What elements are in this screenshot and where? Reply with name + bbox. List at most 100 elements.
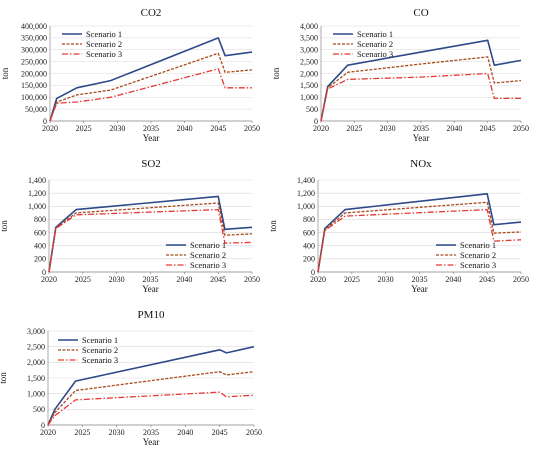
x-tick-label: 2040 — [177, 428, 193, 437]
x-tick-label: 2045 — [210, 275, 226, 284]
y-tick-label: 200 — [34, 255, 46, 264]
y-tick-label: 0 — [311, 268, 315, 277]
x-tick-label: 2045 — [480, 124, 496, 133]
x-tick-label: 2020 — [310, 275, 326, 284]
chart-title: CO — [413, 7, 428, 19]
legend-label: Scenario 2 — [190, 250, 226, 260]
y-tick-label: 1,500 — [27, 374, 45, 383]
x-tick-label: 2040 — [445, 275, 461, 284]
x-tick-label: 2050 — [244, 124, 260, 133]
x-tick-label: 2035 — [413, 124, 429, 133]
x-tick-label: 2020 — [40, 428, 56, 437]
y-axis-label: ton — [0, 67, 10, 79]
x-tick-label: 2035 — [143, 275, 159, 284]
series-line-3 — [320, 72, 521, 122]
series-line-2 — [317, 201, 522, 273]
chart-co: CO 0 500 1,000 1,500 2,000 2,500 3,000 3,500 4,00… — [271, 7, 529, 143]
x-tick-label: 2045 — [210, 124, 226, 133]
legend-label: Scenario 2 — [82, 345, 118, 355]
x-axis-label: Year — [143, 133, 160, 143]
y-tick-label: 200,000 — [21, 69, 47, 78]
y-tick-label: 1,400 — [28, 176, 46, 185]
y-tick-label: 50,000 — [25, 105, 47, 114]
series-line-3 — [49, 68, 252, 122]
x-tick-label: 2035 — [143, 428, 159, 437]
y-tick-label: 0 — [314, 117, 318, 126]
series-line-2 — [320, 56, 522, 122]
y-tick-label: 150,000 — [21, 81, 47, 90]
x-tick-label: 2030 — [109, 275, 125, 284]
y-tick-label: 1,200 — [297, 189, 315, 198]
x-tick-label: 2035 — [143, 124, 159, 133]
x-tick-label: 2045 — [212, 428, 228, 437]
y-tick-label: 800 — [303, 215, 315, 224]
legend-label: Scenario 2 — [460, 250, 496, 260]
x-axis-label: Year — [142, 284, 159, 294]
series-line-2 — [49, 52, 253, 122]
y-tick-label: 1,400 — [297, 176, 315, 185]
y-tick-label: 2,500 — [27, 342, 45, 351]
chart-title: PM10 — [138, 309, 165, 321]
series-line-1 — [320, 39, 522, 122]
legend-label: Scenario 1 — [82, 335, 118, 345]
x-tick-label: 2030 — [380, 124, 396, 133]
y-tick-label: 100,000 — [21, 93, 47, 102]
legend-label: Scenario 3 — [86, 49, 122, 59]
y-tick-label: 2,000 — [27, 358, 45, 367]
chart-pm10: PM10 0 500 1,000 1,500 2,000 2,500 3,000 2020 202… — [0, 309, 262, 447]
y-tick-label: 400 — [303, 242, 315, 251]
y-axis-label: ton — [0, 220, 9, 232]
x-tick-label: 2050 — [244, 275, 260, 284]
chart-title: CO2 — [141, 7, 162, 19]
y-tick-label: 0 — [42, 268, 46, 277]
x-tick-label: 2025 — [76, 124, 92, 133]
y-tick-label: 2,000 — [300, 69, 318, 78]
y-tick-label: 250,000 — [21, 57, 47, 66]
x-tick-label: 2020 — [313, 124, 329, 133]
series-line-1 — [47, 345, 255, 426]
x-tick-label: 2050 — [513, 124, 529, 133]
x-tick-label: 2025 — [75, 275, 91, 284]
x-tick-label: 2040 — [446, 124, 462, 133]
y-tick-label: 1,500 — [300, 81, 318, 90]
legend-label: Scenario 1 — [357, 29, 393, 39]
x-tick-label: 2025 — [346, 124, 362, 133]
y-tick-label: 800 — [34, 215, 46, 224]
legend-label: Scenario 3 — [190, 260, 226, 270]
x-tick-label: 2030 — [109, 124, 125, 133]
y-tick-label: 500 — [33, 405, 45, 414]
y-axis-label: ton — [0, 372, 8, 384]
series-line-3 — [317, 208, 522, 273]
legend-label: Scenario 3 — [460, 260, 496, 270]
chart-nox: NOx 0 200 400 600 800 1,000 1,200 1,400 2020 2025 2… — [268, 158, 529, 294]
legend-label: Scenario 3 — [357, 49, 393, 59]
y-tick-label: 0 — [43, 117, 47, 126]
legend-label: Scenario 1 — [190, 240, 226, 250]
x-tick-label: 2040 — [176, 275, 192, 284]
legend-label: Scenario 3 — [82, 355, 118, 365]
y-axis-label: ton — [271, 67, 281, 79]
x-tick-label: 2045 — [479, 275, 495, 284]
series-line-1 — [49, 37, 253, 122]
series-line-3 — [48, 208, 253, 273]
x-tick-label: 2025 — [344, 275, 360, 284]
x-axis-label: Year — [143, 437, 160, 447]
x-tick-label: 2020 — [41, 275, 57, 284]
y-tick-label: 300,000 — [21, 46, 47, 55]
x-tick-label: 2050 — [246, 428, 262, 437]
x-tick-label: 2025 — [74, 428, 90, 437]
y-tick-label: 0 — [41, 421, 45, 430]
chart-title: SO2 — [141, 158, 161, 170]
chart-co2: CO2 0 50,000 100,000 150,000 200,000 250,000 30… — [0, 7, 260, 143]
x-tick-label: 2035 — [412, 275, 428, 284]
x-tick-label: 2050 — [513, 275, 529, 284]
y-tick-label: 400,000 — [21, 22, 47, 31]
y-tick-label: 4,000 — [300, 22, 318, 31]
x-axis-label: Year — [411, 284, 428, 294]
legend-label: Scenario 2 — [86, 39, 122, 49]
y-tick-label: 1,000 — [300, 93, 318, 102]
chart-so2: SO2 0 200 400 600 800 1,000 1,200 1,400 2020 2025 2… — [0, 158, 260, 294]
y-tick-label: 1,200 — [28, 189, 46, 198]
legend-label: Scenario 2 — [357, 39, 393, 49]
